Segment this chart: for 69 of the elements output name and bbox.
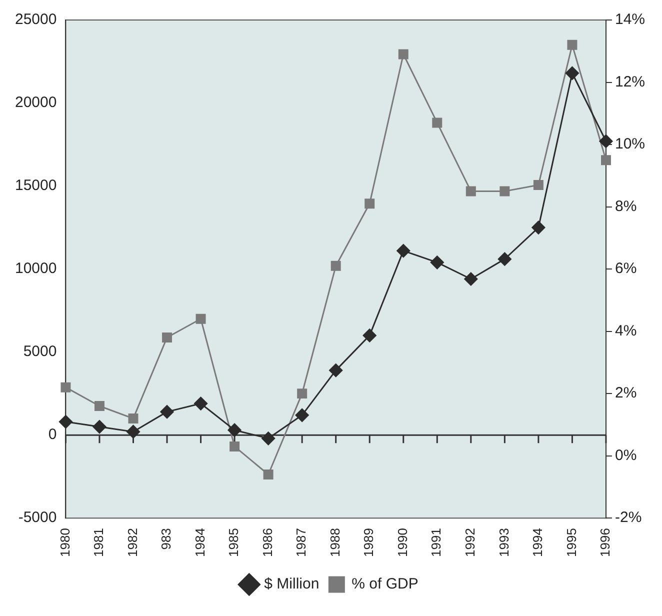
x-tick-label: 1988 [327, 528, 342, 557]
y-tick-label: 5000 [23, 343, 57, 360]
x-tick-label: 1982 [124, 528, 140, 557]
point [599, 134, 613, 148]
point [532, 220, 546, 234]
x-tick-label: 1990 [394, 528, 410, 557]
x-tick-label: 1992 [462, 528, 478, 557]
point [330, 260, 341, 271]
point [126, 424, 140, 438]
x-tick-label: 1995 [564, 528, 579, 557]
point [58, 415, 72, 429]
y-tick-label: 0 [48, 426, 57, 444]
point [60, 382, 71, 392]
point [162, 332, 172, 343]
point [194, 396, 208, 410]
legend-label: % of GDP [352, 576, 418, 593]
x-tick-label: 1987 [294, 528, 309, 557]
x-tick-label: 1986 [260, 528, 275, 557]
x-tick-label: 1984 [192, 528, 208, 557]
point [565, 66, 579, 80]
point [263, 470, 274, 480]
x-tick-label: 1996 [598, 528, 613, 557]
point [329, 364, 343, 378]
x-tick-label: 1994 [530, 528, 546, 557]
y-tick-label: -5000 [18, 509, 57, 526]
y2-tick-label: 8% [614, 198, 637, 215]
point [432, 118, 442, 128]
x-tick-label: 1993 [496, 528, 512, 557]
y2-tick-label: 14% [614, 11, 646, 28]
y2-tick-label: -2% [614, 509, 642, 526]
x-tick-label: 1985 [226, 528, 242, 557]
point [297, 388, 308, 399]
y2-tick-label: 6% [614, 260, 637, 278]
point [362, 328, 376, 342]
y-tick-label: 25000 [14, 11, 57, 28]
point [92, 420, 106, 434]
x-tick-label: 1980 [57, 528, 72, 557]
y-tick-label: 10000 [14, 260, 57, 278]
point [567, 40, 578, 50]
point [498, 252, 512, 266]
y2-tick-label: 2% [614, 384, 637, 402]
y-tick-label: 15000 [14, 177, 57, 194]
y2-tick-label: 0% [614, 446, 637, 464]
point [600, 155, 611, 166]
point [430, 256, 444, 270]
point [295, 408, 309, 422]
point [228, 423, 242, 437]
point [128, 413, 138, 424]
legend-label: $ Million [264, 576, 320, 593]
point [396, 244, 410, 258]
x-tick-label: 1991 [428, 528, 444, 557]
point [262, 432, 276, 446]
x-tick-label: 1981 [91, 528, 106, 557]
point [533, 180, 544, 190]
y2-tick-label: 12% [614, 73, 646, 90]
y2-tick-label: 4% [614, 322, 637, 340]
point [230, 441, 240, 452]
point [466, 186, 476, 196]
point [500, 186, 510, 196]
point [464, 272, 478, 286]
point [160, 405, 174, 419]
point [94, 401, 104, 412]
point [196, 314, 206, 324]
point [398, 49, 408, 60]
y-tick-label: 20000 [14, 94, 57, 112]
y2-tick-label: 10% [614, 136, 646, 153]
x-tick-label: 1989 [361, 528, 376, 557]
x-tick-label: 983 [158, 528, 174, 550]
point [364, 198, 375, 209]
